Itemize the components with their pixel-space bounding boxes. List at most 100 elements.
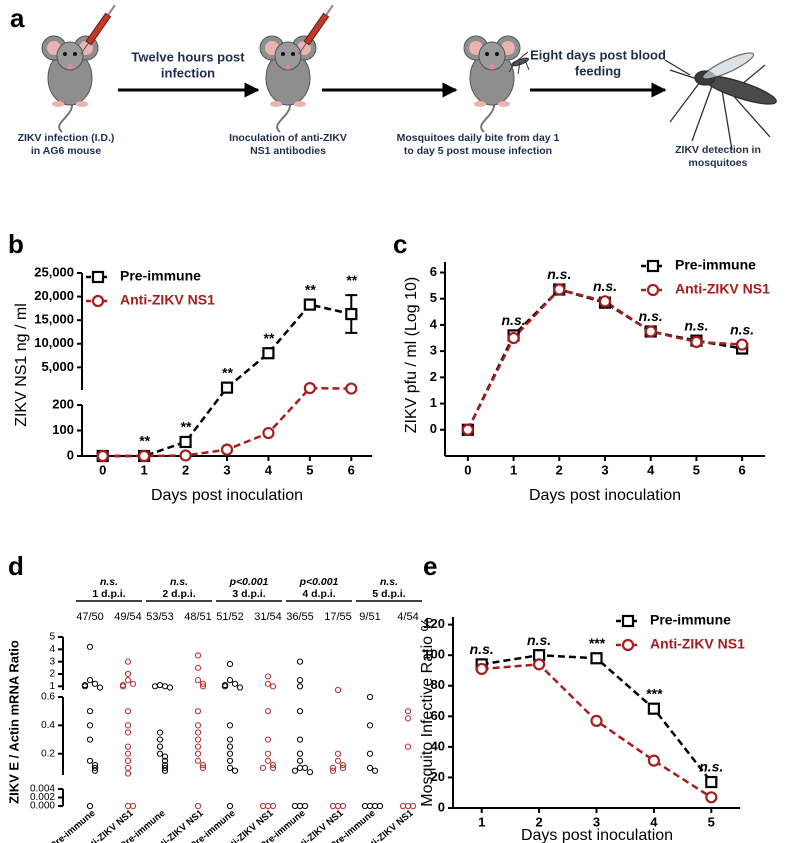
data-point [296,658,304,665]
data-point [86,736,94,743]
y-tick-label: 100 [423,647,445,662]
data-point [306,769,314,776]
data-point [296,764,304,772]
positive-ratio: 31/54 [254,611,282,623]
marker [507,331,520,345]
y-tick-label: 10,000 [34,335,74,350]
group-label: 4 d.p.i. [302,588,335,600]
significance-label: ** [222,364,233,380]
data-point [124,750,132,757]
y-tick-label: 3 [49,656,55,667]
data-point [296,677,304,684]
data-point [269,683,277,690]
positive-ratio: 17/55 [324,611,352,623]
data-point [264,673,272,680]
y-tick-label: 0.002 [30,792,55,803]
group-label: 2 d.p.i. [162,588,195,600]
data-point [226,750,234,757]
arrow-label: feeding [575,63,621,78]
marker [690,335,703,349]
data-point [86,757,94,764]
data-point [194,750,202,757]
group-label: 1 d.p.i. [92,588,125,600]
data-point [334,686,342,694]
y-tick-label: 25,000 [34,264,74,279]
marker [91,294,105,308]
data-point [366,764,374,772]
data-point [199,764,207,772]
marker [262,426,275,440]
x-tick-label: 3 [223,462,230,477]
y-tick-label: 0 [67,447,74,462]
data-point [81,683,89,690]
series-line [466,288,743,431]
data-point [404,708,412,715]
y-tick-label: 0 [430,421,437,436]
data-point [161,753,169,760]
x-tick-label: 6 [739,462,746,477]
x-tick-label: 1 [510,462,517,477]
x-tick-label: 1 [141,462,148,477]
significance-label: ** [139,433,150,449]
data-point [231,767,239,774]
data-point [329,764,337,772]
step-caption: in AG6 mouse [31,145,101,157]
data-point [259,764,267,772]
data-point [124,708,132,715]
marker [590,652,603,665]
data-point [404,743,412,750]
y-tick-label: 20 [431,769,445,784]
panel-label: e [423,551,437,581]
data-point [226,757,234,764]
marker [647,754,661,767]
y-tick-label: 0 [438,799,445,814]
x-tick-label: 5 [693,462,700,477]
positive-ratio: 48/51 [184,611,212,623]
mosquito-large [664,52,777,151]
data-point [269,764,277,772]
mosquito-small [508,51,530,75]
data-point [296,708,304,715]
data-point [226,722,234,729]
data-point [194,664,202,671]
positive-ratio: 49/54 [114,611,142,623]
x-tick-label: Pre-immune [48,808,97,843]
data-point [339,802,347,810]
p-value: n.s. [170,576,188,588]
data-point [86,722,94,729]
marker [220,443,234,456]
data-point [156,743,164,750]
y-tick-label: 80 [431,677,445,692]
x-tick-label: 4 [650,814,658,829]
y-tick-label: 5 [49,632,55,643]
data-point [124,722,132,729]
data-point [264,736,272,743]
panel-label: c [393,229,407,259]
group-label: 3 d.p.i. [232,588,265,600]
data-point [91,767,99,774]
y-tick-label: 4 [49,644,55,655]
data-point [194,652,202,659]
significance-label: ** [346,272,357,288]
x-tick-label: 5 [306,462,313,477]
marker [179,449,192,462]
marker [532,658,546,671]
data-point [329,767,337,774]
data-point [194,757,202,764]
data-point [291,767,299,774]
significance-label: n.s. [699,759,723,775]
group-label: 5 d.p.i. [372,588,405,600]
legend-label: Pre-immune [650,612,731,628]
x-tick-label: 2 [556,462,563,477]
marker [303,298,316,311]
data-point [124,770,132,777]
y-tick-label: 100 [52,422,74,437]
data-point [376,802,384,810]
arrow-label: Eight days post blood [530,47,666,62]
data-point [264,750,272,757]
marker [553,283,566,296]
data-point [156,729,164,736]
p-value: p<0.001 [229,576,269,588]
data-point [86,708,94,715]
marker [262,347,275,360]
